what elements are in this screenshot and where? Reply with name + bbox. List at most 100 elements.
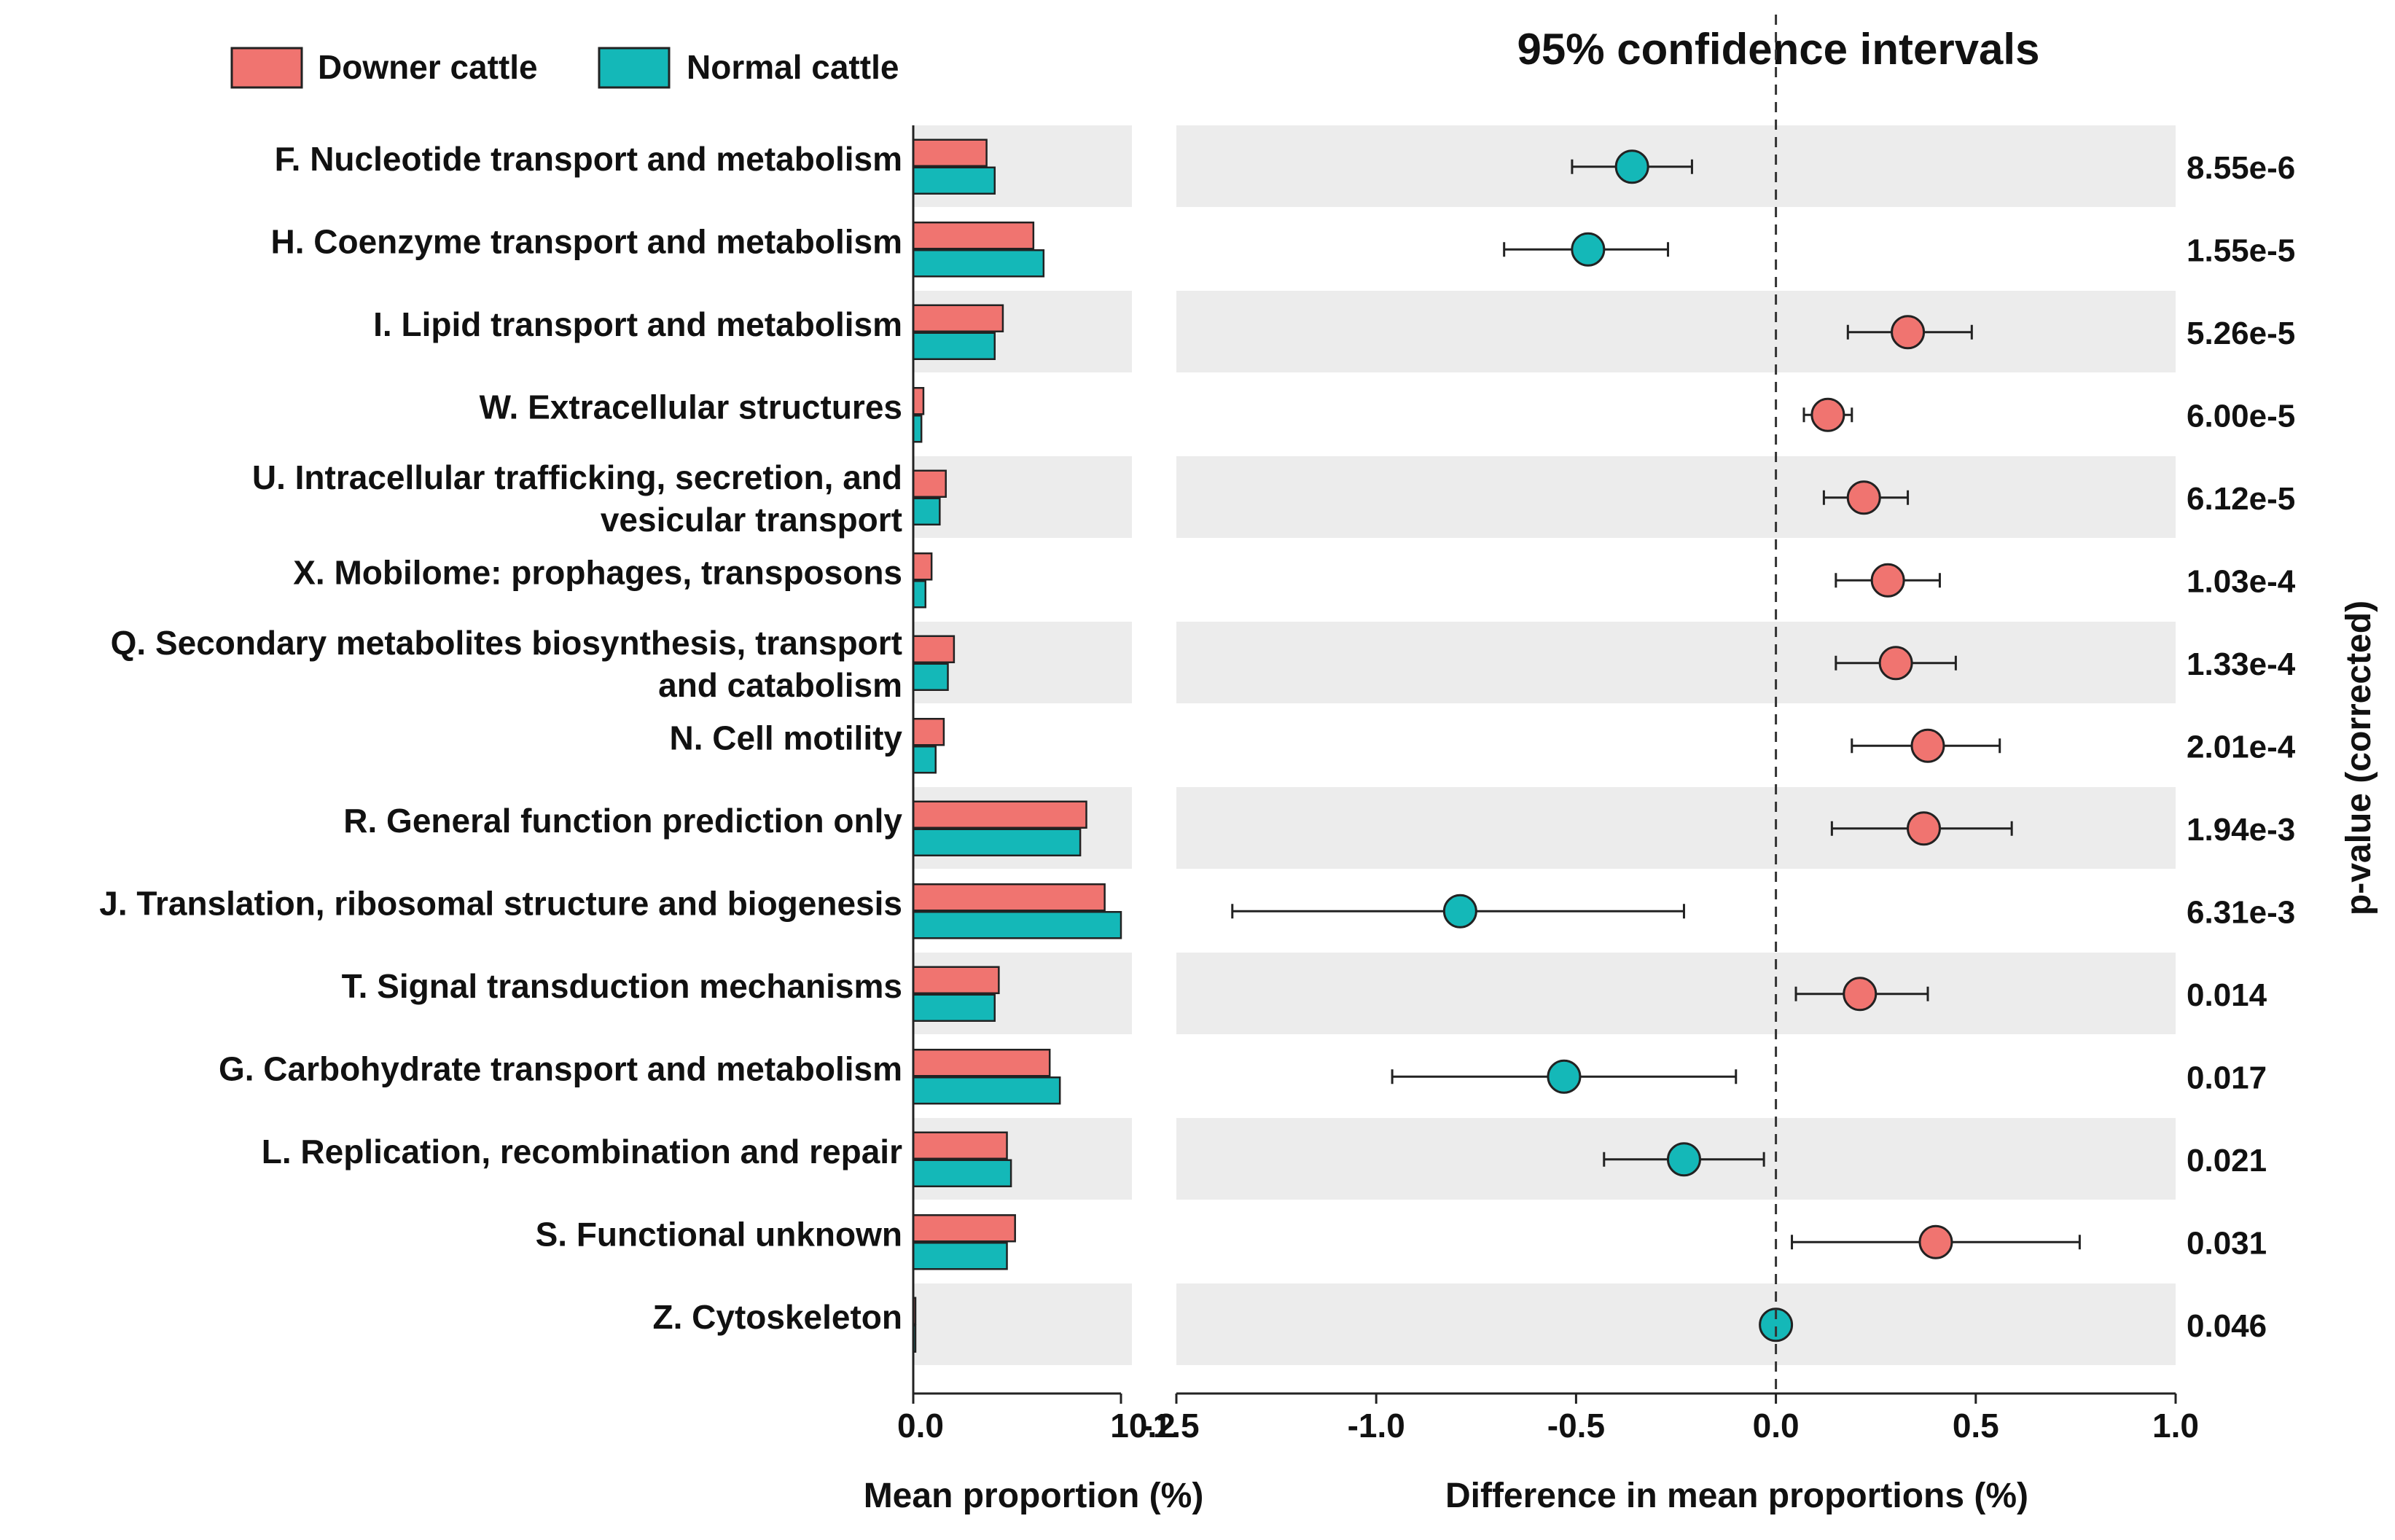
- p-value: 0.046: [2187, 1308, 2267, 1344]
- diff-point: [1918, 1224, 1953, 1259]
- right-x-tick-label: -1.5: [1141, 1407, 1199, 1445]
- left-x-tick-label: 10.2: [1110, 1407, 1176, 1445]
- bar-downer: [912, 1131, 1008, 1160]
- row-band-left: [913, 1283, 1132, 1365]
- row-band-right: [1176, 622, 2176, 703]
- right-x-tick-label: 0.0: [1753, 1407, 1800, 1445]
- bar-normal: [912, 662, 949, 691]
- bar-normal: [912, 166, 996, 195]
- chart-title: 95% confidence intervals: [1517, 25, 2040, 74]
- category-label: vesicular transport: [601, 501, 902, 539]
- bar-normal: [912, 1076, 1061, 1105]
- p-value: 5.26e-5: [2187, 316, 2295, 351]
- row-band-right: [1176, 953, 2176, 1034]
- row-band-right: [1176, 787, 2176, 869]
- category-label: N. Cell motility: [670, 719, 903, 757]
- diff-point: [1910, 728, 1945, 763]
- pvalue-axis-label: p-value (corrected): [2340, 601, 2378, 915]
- category-label: X. Mobilome: prophages, transposons: [293, 553, 902, 591]
- bar-normal: [912, 415, 923, 443]
- bar-downer: [912, 304, 1004, 332]
- legend-label-downer: Downer cattle: [318, 48, 538, 86]
- p-value: 6.00e-5: [2187, 398, 2295, 434]
- bar-downer: [912, 1049, 1051, 1077]
- category-label: S. Functional unknown: [536, 1215, 902, 1253]
- category-label: T. Signal transduction mechanisms: [342, 967, 902, 1005]
- p-value: 6.12e-5: [2187, 481, 2295, 517]
- bar-normal: [912, 249, 1045, 278]
- p-value: 8.55e-6: [2187, 150, 2295, 186]
- left-x-axis-label: Mean proportion (%): [864, 1477, 1204, 1515]
- bar-downer: [912, 966, 1000, 994]
- category-label: I. Lipid transport and metabolism: [373, 305, 902, 343]
- p-value: 0.031: [2187, 1225, 2267, 1261]
- p-value: 1.94e-3: [2187, 812, 2295, 848]
- bar-normal: [912, 746, 937, 774]
- bar-normal: [912, 580, 927, 609]
- row-band-left: [913, 456, 1132, 538]
- bar-downer: [912, 883, 1106, 912]
- diff-point: [1442, 894, 1477, 929]
- diff-point: [1571, 232, 1606, 267]
- category-label: Q. Secondary metabolites biosynthesis, t…: [111, 624, 902, 662]
- diff-point: [1870, 563, 1905, 598]
- category-label: W. Extracellular structures: [480, 388, 902, 426]
- row-band-right: [1176, 1283, 2176, 1365]
- diff-point: [1843, 977, 1878, 1012]
- category-label: L. Replication, recombination and repair: [262, 1133, 902, 1170]
- bar-downer: [912, 469, 947, 498]
- right-x-tick-label: -0.5: [1547, 1407, 1605, 1445]
- category-label: F. Nucleotide transport and metabolism: [275, 140, 902, 178]
- bar-normal: [912, 497, 941, 525]
- category-label: U. Intracellular trafficking, secretion,…: [252, 458, 902, 496]
- diff-point: [1891, 315, 1926, 350]
- row-band-right: [1176, 456, 2176, 538]
- right-x-tick-label: 0.5: [1953, 1407, 1999, 1445]
- bar-normal: [912, 1159, 1012, 1187]
- diff-point: [1666, 1142, 1701, 1177]
- bar-normal: [912, 828, 1082, 856]
- diff-point: [1810, 397, 1845, 432]
- right-x-tick-label: -1.0: [1348, 1407, 1405, 1445]
- category-label: R. General function prediction only: [343, 802, 902, 840]
- p-value: 1.03e-4: [2187, 563, 2296, 599]
- bar-normal: [912, 332, 996, 360]
- bar-downer: [912, 138, 988, 167]
- diff-point: [1759, 1308, 1794, 1342]
- legend-label-normal: Normal cattle: [687, 48, 899, 86]
- right-x-axis-label: Difference in mean proportions (%): [1445, 1477, 2028, 1515]
- p-value: 1.33e-4: [2187, 646, 2296, 682]
- category-label: and catabolism: [658, 666, 902, 704]
- p-value: 0.021: [2187, 1143, 2267, 1179]
- diff-point: [1547, 1059, 1582, 1094]
- left-x-tick-label: 0.0: [897, 1407, 944, 1445]
- legend-swatch-normal: [598, 47, 671, 89]
- bar-downer: [912, 800, 1087, 829]
- right-x-tick-label: 1.0: [2152, 1407, 2199, 1445]
- diff-point: [1878, 646, 1913, 681]
- bar-normal: [912, 993, 996, 1022]
- p-value: 2.01e-4: [2187, 729, 2296, 765]
- bar-downer: [912, 1214, 1016, 1243]
- diff-point: [1614, 149, 1649, 184]
- category-label: H. Coenzyme transport and metabolism: [271, 222, 903, 260]
- bar-downer: [912, 552, 933, 581]
- diff-point: [1846, 480, 1881, 515]
- p-value: 0.017: [2187, 1060, 2267, 1095]
- legend: Downer cattle Normal cattle: [230, 47, 899, 89]
- legend-swatch-downer: [230, 47, 303, 89]
- bar-normal: [912, 1242, 1008, 1270]
- bar-downer: [912, 718, 945, 746]
- bar-normal: [912, 911, 1122, 939]
- category-label: Z. Cytoskeleton: [652, 1298, 902, 1336]
- category-label: J. Translation, ribosomal structure and …: [99, 884, 902, 922]
- bar-downer: [912, 387, 925, 415]
- p-value: 6.31e-3: [2187, 894, 2295, 930]
- row-band-right: [1176, 291, 2176, 372]
- p-value: 1.55e-5: [2187, 232, 2295, 268]
- bar-downer: [912, 635, 956, 663]
- p-value: 0.014: [2187, 977, 2267, 1013]
- bar-downer: [912, 222, 1035, 250]
- category-label: G. Carbohydrate transport and metabolism: [219, 1050, 902, 1087]
